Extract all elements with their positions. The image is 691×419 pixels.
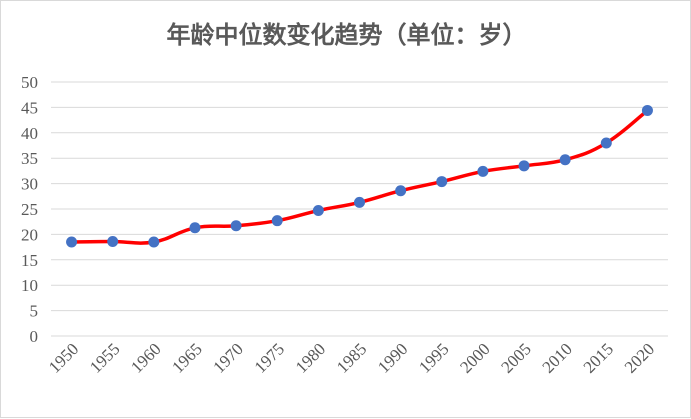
data-point-1960: [148, 236, 160, 248]
x-tick-label: 2015: [580, 339, 617, 376]
data-point-2005: [518, 160, 530, 172]
y-tick-label: 5: [30, 302, 39, 321]
data-point-2010: [559, 154, 571, 166]
x-tick-label: 2010: [539, 339, 576, 376]
series-line: [69, 108, 650, 245]
x-tick-label: 1950: [45, 339, 82, 376]
x-tick-label: 1990: [374, 339, 411, 376]
x-tick-label: 1960: [127, 339, 164, 376]
y-tick-label: 10: [21, 276, 38, 295]
y-tick-label: 35: [21, 149, 38, 168]
x-tick-label: 2020: [621, 339, 658, 376]
data-point-2000: [477, 165, 489, 177]
y-axis-ticks: 0 5 10 15 20 25 30 35 40 45 50: [21, 73, 38, 346]
data-point-2020: [641, 104, 653, 116]
y-tick-label: 20: [21, 225, 38, 244]
data-point-1955: [107, 236, 119, 248]
data-point-1965: [189, 222, 201, 234]
y-tick-label: 40: [21, 124, 38, 143]
y-tick-label: 25: [21, 200, 38, 219]
x-tick-label: 1965: [168, 339, 205, 376]
x-tick-label: 1975: [251, 339, 288, 376]
x-tick-label: 1970: [209, 339, 246, 376]
x-tick-label: 1980: [292, 339, 329, 376]
y-tick-label: 0: [30, 327, 39, 346]
data-point-1985: [354, 196, 365, 208]
data-point-1970: [230, 220, 242, 232]
data-point-1950: [66, 236, 78, 248]
gridlines: [51, 81, 668, 337]
data-point-1975: [271, 215, 283, 227]
x-tick-label: 2005: [497, 339, 534, 376]
data-point-1980: [312, 205, 324, 217]
x-tick-label: 2000: [456, 339, 493, 376]
data-point-2015: [600, 137, 612, 149]
x-tick-label: 1985: [333, 339, 370, 376]
y-tick-label: 45: [21, 98, 38, 117]
x-tick-label: 1955: [86, 339, 123, 376]
x-axis-ticks: 1950 1955 1960 1965 1970 1975 1980 1985 1990 1995…: [45, 339, 658, 376]
data-point-1995: [436, 176, 448, 188]
chart-title: 年龄中位数变化趋势（单位：岁）: [166, 20, 527, 49]
data-point-1990: [395, 185, 407, 197]
y-tick-label: 50: [21, 73, 38, 92]
x-tick-label: 1995: [415, 339, 452, 376]
y-tick-label: 30: [21, 175, 38, 194]
y-tick-label: 15: [21, 251, 38, 270]
series-markers: [66, 104, 653, 248]
